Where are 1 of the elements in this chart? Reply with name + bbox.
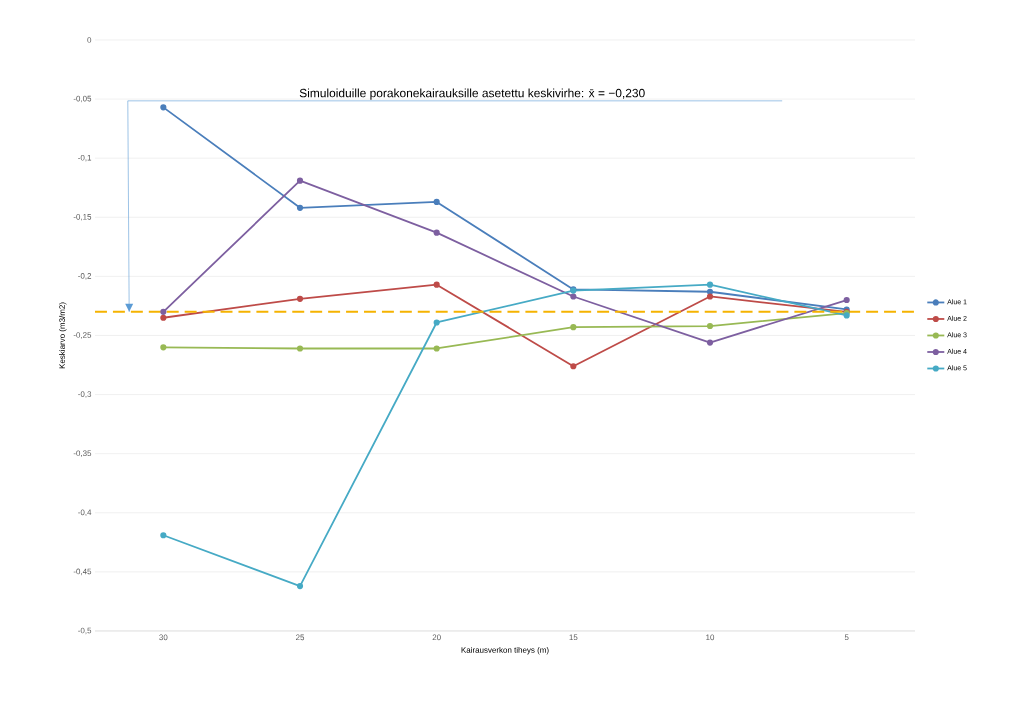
annotation: Simuloiduille porakonekairauksille asetettu keskivirhe: x̄ = −0,230 xyxy=(299,88,645,100)
